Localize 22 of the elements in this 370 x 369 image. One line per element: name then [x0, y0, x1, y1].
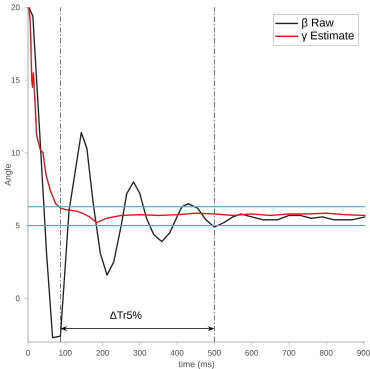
- x-tick-label: 500: [208, 350, 221, 356]
- y-axis-title: Angle: [4, 164, 13, 186]
- line-series: [28, 6, 366, 338]
- y-tick-label: 5: [16, 222, 20, 228]
- y-tick-label: 15: [12, 77, 20, 83]
- x-tick-label: 600: [245, 350, 258, 356]
- line-series: [28, 6, 366, 224]
- legend-label: β Raw: [302, 18, 334, 29]
- y-tick-label: 0: [16, 296, 20, 302]
- x-tick-label: 300: [133, 350, 146, 356]
- x-tick-label: 700: [282, 350, 296, 356]
- x-tick-label: 800: [320, 350, 333, 356]
- x-tick-label: 0: [26, 350, 30, 356]
- legend-label: γ Estimate: [301, 31, 354, 42]
- x-tick-label: 400: [170, 350, 184, 356]
- annotation: ΔTr5%: [110, 311, 142, 319]
- y-tick-label: 10: [12, 150, 20, 156]
- y-tick-label: 20: [11, 4, 20, 10]
- x-tick-label: 100: [59, 350, 72, 356]
- x-tick-label: 900: [357, 350, 370, 356]
- x-axis-title: time (ms): [178, 360, 214, 369]
- x-tick-label: 200: [96, 350, 109, 356]
